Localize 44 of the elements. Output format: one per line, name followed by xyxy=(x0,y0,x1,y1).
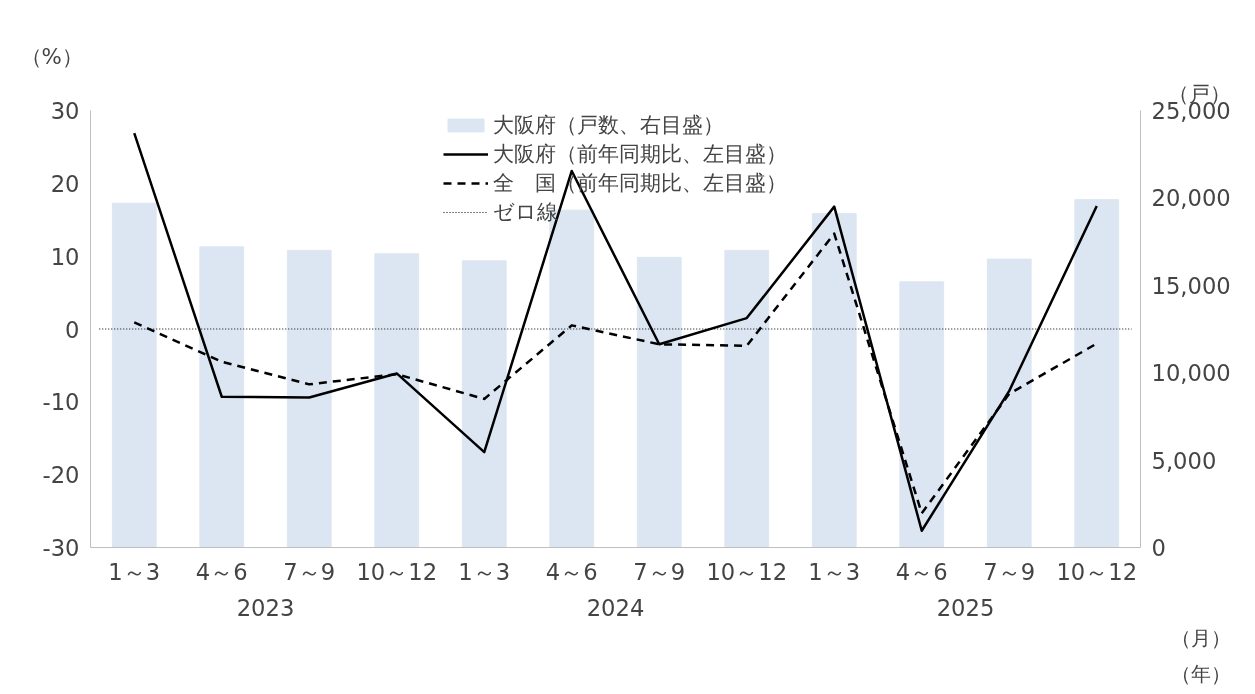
bar xyxy=(374,253,420,548)
x-tick-label: 10～12 xyxy=(356,558,438,585)
x-tick-label: 1～3 xyxy=(108,558,161,585)
x-tick-label: 7～9 xyxy=(983,558,1036,585)
text: （月） xyxy=(1170,625,1231,650)
x-tick-label: 4～6 xyxy=(195,558,248,585)
x-tick-label: 4～6 xyxy=(545,558,598,585)
y-tick-label: 10 xyxy=(50,243,80,270)
y2-tick-label: 10,000 xyxy=(1151,360,1231,387)
bar xyxy=(899,281,945,548)
x-tick-label: 4～6 xyxy=(895,558,948,585)
y-tick-label: -30 xyxy=(42,535,80,561)
y2-tick-label: 15,000 xyxy=(1151,272,1231,299)
bar xyxy=(724,249,770,548)
text: （年） xyxy=(1170,661,1231,686)
y-tick-label: -10 xyxy=(42,389,80,416)
y2-tick-label: 5,000 xyxy=(1151,447,1217,474)
bar xyxy=(636,256,682,548)
bar xyxy=(286,249,332,548)
y-tick-label: 30 xyxy=(50,98,80,124)
x-tick-label: 1～3 xyxy=(808,558,861,585)
y2-tick-label: 0 xyxy=(1151,535,1166,561)
y2-tick-label: 20,000 xyxy=(1151,185,1231,212)
bar xyxy=(1074,199,1120,548)
y-tick-label: -20 xyxy=(42,462,80,489)
text: 2025 xyxy=(936,594,995,621)
y-tick-label: 20 xyxy=(50,170,80,197)
legend-label: ゼロ線 xyxy=(493,198,558,226)
bar xyxy=(811,213,857,548)
y-axis-title: （%） xyxy=(20,43,83,69)
legend-label: 大阪府（前年同期比、左目盛） xyxy=(493,140,787,168)
bar xyxy=(199,246,245,548)
y-tick-label: 0 xyxy=(65,316,80,343)
x-tick-label: 10～12 xyxy=(706,558,788,585)
x-tick-label: 7～9 xyxy=(283,558,336,585)
legend-label: 大阪府（戸数、右目盛） xyxy=(493,111,724,139)
x-tick-label: 7～9 xyxy=(633,558,686,585)
bar xyxy=(986,258,1032,548)
bar xyxy=(111,202,157,548)
text: 2024 xyxy=(586,594,645,621)
x-tick-label: 10～12 xyxy=(1056,558,1138,585)
text: 2023 xyxy=(236,594,295,621)
bar xyxy=(461,260,507,548)
x-tick-label: 1～3 xyxy=(458,558,511,585)
